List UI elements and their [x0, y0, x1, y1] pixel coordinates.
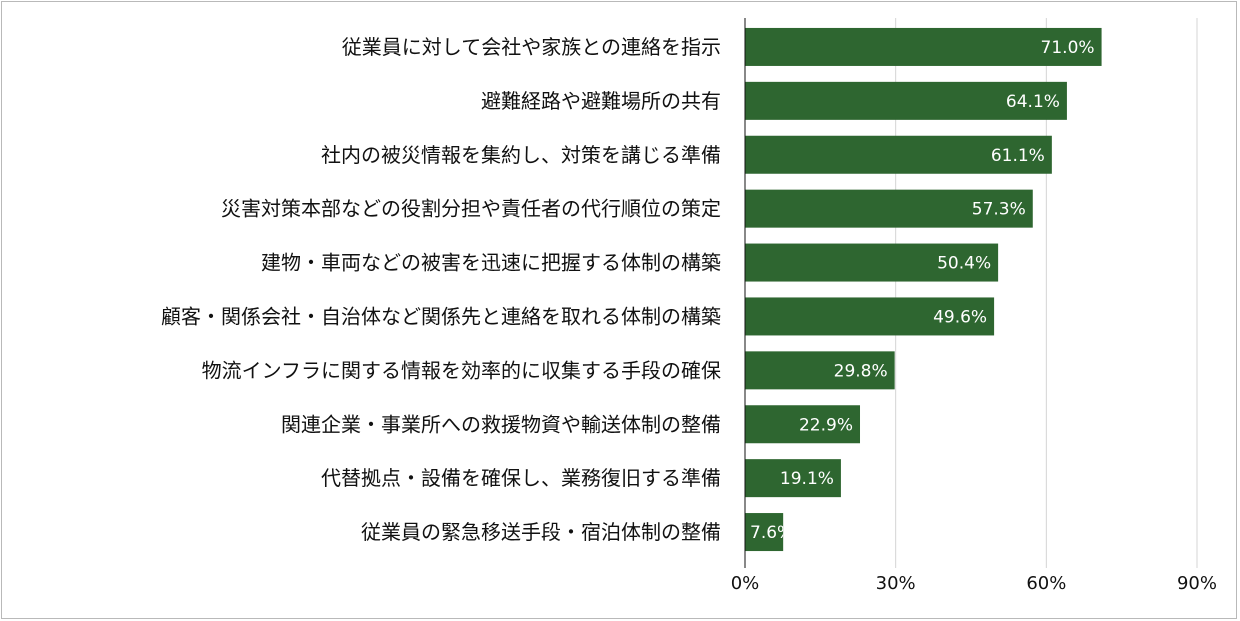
- bar-8: [745, 459, 841, 498]
- category-label-0: 従業員に対して会社や家族との連絡を指示: [342, 35, 721, 59]
- bar-6: [745, 351, 895, 390]
- value-label-7: 22.9%: [799, 415, 853, 435]
- value-label-6: 29.8%: [834, 361, 888, 381]
- value-label-4: 50.4%: [937, 254, 991, 274]
- category-label-2: 社内の被災情報を集約し、対策を講じる準備: [321, 143, 721, 167]
- bar-1: [745, 81, 1067, 120]
- value-label-5: 49.6%: [933, 307, 987, 327]
- x-tick-label-3: 90%: [1177, 573, 1217, 594]
- bar-9: [745, 513, 784, 552]
- category-label-6: 物流インフラに関する情報を効率的に収集する手段の確保: [202, 358, 721, 382]
- category-label-7: 関連企業・事業所への救援物資や輸送体制の整備: [281, 412, 721, 436]
- x-tick-label-0: 0%: [731, 573, 760, 594]
- value-label-0: 71.0%: [1041, 38, 1095, 58]
- value-label-1: 64.1%: [1006, 92, 1060, 112]
- bar-4: [745, 243, 999, 282]
- category-label-3: 災害対策本部などの役割分担や責任者の代行順位の策定: [221, 197, 721, 221]
- bar-3: [745, 189, 1033, 228]
- bar-5: [745, 297, 995, 336]
- category-label-4: 建物・車両などの被害を迅速に把握する体制の構築: [261, 251, 721, 275]
- category-label-9: 従業員の緊急移送手段・宿泊体制の整備: [361, 520, 721, 544]
- x-tick-label-1: 30%: [876, 573, 916, 594]
- value-label-8: 19.1%: [780, 469, 834, 489]
- value-label-3: 57.3%: [972, 200, 1026, 220]
- category-label-1: 避難経路や避難場所の共有: [481, 89, 721, 113]
- category-label-8: 代替拠点・設備を確保し、業務復旧する準備: [321, 466, 721, 490]
- bar-0: [745, 27, 1102, 66]
- value-label-2: 61.1%: [991, 146, 1045, 166]
- x-tick-label-2: 60%: [1026, 573, 1066, 594]
- bar-2: [745, 135, 1052, 174]
- bar-7: [745, 405, 861, 444]
- value-label-9: 7.6%: [750, 523, 793, 543]
- category-label-5: 顧客・関係会社・自治体など関係先と連絡を取れる体制の構築: [161, 304, 721, 328]
